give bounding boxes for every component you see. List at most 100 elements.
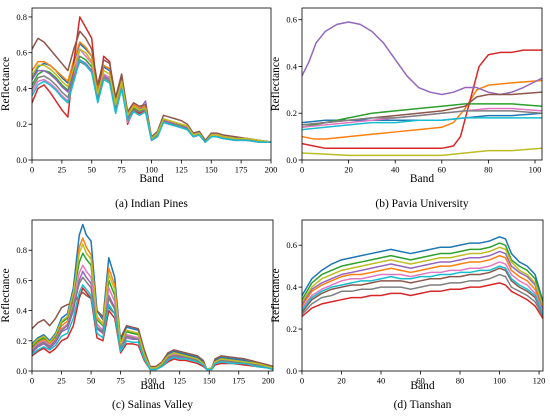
series-line-4 [302,21,542,96]
x-tick: 75 [117,160,126,175]
x-tick: 25 [57,371,66,386]
x-tick: 100 [145,160,158,175]
x-tick-label: 100 [144,376,157,386]
x-tick: 0 [300,371,304,386]
x-tick: 60 [438,160,447,175]
x-tick: 125 [175,160,188,175]
x-tick-label: 75 [117,165,126,175]
x-tick: 50 [87,371,96,386]
series-line-9 [302,265,543,315]
x-tick-label: 50 [88,165,97,175]
panel-caption: (a) Indian Pines [115,198,188,210]
x-tick: 175 [235,160,248,175]
y-tick-label: 0.6 [286,15,297,25]
y-tick-label: 0.2 [286,324,297,334]
series-line-9 [302,117,542,131]
y-axis-label: Reflectance [0,57,12,111]
x-tick-label: 75 [116,376,125,386]
x-axis-label: Band [139,173,164,185]
panel-3: 0 20 40 60 80 100 120 0.0 0.2 0.4 0.6 Band Reflectan… [270,219,546,411]
x-tick-label: 50 [87,376,96,386]
x-tick-label: 25 [58,165,67,175]
x-tick-label: 0 [300,376,304,386]
y-tick-label: 0.2 [16,336,27,346]
x-tick: 50 [88,160,97,175]
x-tick-label: 100 [493,376,506,386]
x-tick: 40 [377,371,385,386]
x-tick: 75 [116,371,125,386]
x-tick: 200 [262,371,275,386]
y-tick-label: 0.0 [286,155,297,165]
x-tick: 200 [265,160,278,175]
series-line-8 [32,243,273,371]
y-tick: 0.0 [286,366,302,376]
axes-frame [301,7,543,161]
x-axis-label: Band [140,380,165,392]
x-tick-label: 175 [235,165,248,175]
series-line-1 [302,79,542,140]
y-tick: 0.8 [16,245,32,255]
series-line-3 [302,282,543,319]
y-tick: 0.2 [16,119,32,129]
x-tick-label: 175 [232,376,245,386]
x-tick-label: 100 [529,165,542,175]
x-tick-label: 60 [416,376,425,386]
series-line-8 [302,147,542,157]
y-tick: 0.6 [286,15,302,25]
series-line-5 [32,30,271,143]
series-line-2 [302,103,542,128]
x-tick: 0 [30,160,34,175]
y-tick: 0.0 [286,155,302,165]
y-tick: 0.8 [16,12,32,22]
x-tick-label: 0 [30,165,34,175]
panel-caption: (b) Pavia University [375,198,469,210]
y-tick-label: 0.6 [286,240,297,250]
series-line-5 [302,267,543,315]
x-tick-label: 20 [337,376,346,386]
y-tick: 0.6 [286,240,302,250]
series-group [302,21,542,157]
x-tick-label: 60 [438,165,447,175]
y-tick: 0.6 [16,48,32,58]
y-tick-label: 0.0 [16,155,27,165]
x-axis-label: Band [410,380,435,392]
series-line-5 [32,291,273,371]
axes-frame [301,219,544,372]
x-tick-label: 25 [57,376,66,386]
series-line-9 [32,59,271,143]
y-axis-label: Reflectance [0,268,12,322]
y-tick: 0.4 [16,83,32,93]
x-tick: 100 [144,371,157,386]
series-line-7 [32,276,273,371]
x-tick: 0 [300,160,304,175]
series-line-3 [302,49,542,150]
x-tick-label: 100 [145,165,158,175]
x-tick-label: 200 [265,165,278,175]
y-tick: 0.0 [16,155,32,165]
y-tick-label: 0.2 [286,108,297,118]
y-tick-label: 0.8 [16,245,27,255]
x-tick-label: 120 [533,376,546,386]
y-tick-label: 0.6 [16,275,27,285]
x-tick: 175 [232,371,245,386]
panel-caption: (d) Tianshan [394,399,452,411]
x-tick-label: 80 [484,165,493,175]
y-tick-label: 0.4 [286,282,297,292]
y-tick-label: 0.8 [16,12,27,22]
y-tick-label: 0.0 [286,366,297,376]
x-tick: 100 [493,371,506,386]
y-tick-label: 0.2 [16,119,27,129]
y-tick: 0.2 [16,336,32,346]
x-tick-label: 20 [344,165,353,175]
panel-caption: (c) Salinas Valley [112,399,193,411]
y-tick-label: 0.4 [16,83,27,93]
x-tick-label: 0 [300,165,304,175]
x-tick: 25 [58,160,67,175]
x-tick: 80 [484,160,493,175]
y-tick: 0.0 [16,366,32,376]
x-tick: 100 [529,160,542,175]
x-tick: 150 [205,160,218,175]
series-line-0 [302,236,543,302]
series-line-0 [32,223,273,371]
